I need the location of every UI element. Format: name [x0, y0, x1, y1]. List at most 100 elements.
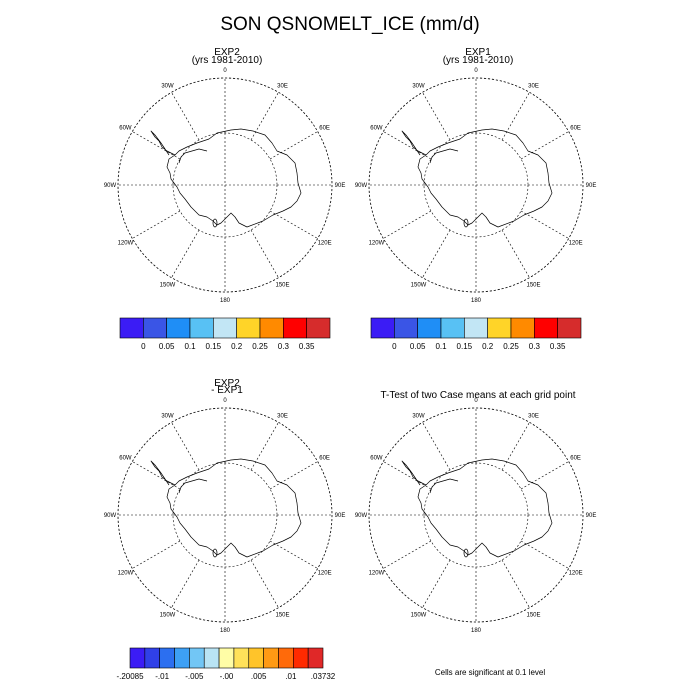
- colorbar-swatch: [263, 647, 279, 669]
- colorbar-swatch: [440, 317, 465, 339]
- colorbar-swatch: [283, 317, 307, 339]
- longitude-label: 30W: [161, 413, 174, 419]
- longitude-label: 90E: [335, 183, 346, 189]
- map-panel-exp2: EXP2 (yrs 1981-2010) 0 30E 60E 90E 120E 150E 1…: [104, 45, 346, 345]
- colorbar-swatch: [464, 317, 488, 339]
- colorbar-swatch: [394, 317, 418, 339]
- colorbar-label: .005: [251, 672, 267, 681]
- colorbar-label: 0.3: [529, 342, 541, 351]
- colorbar-swatch: [203, 647, 220, 669]
- longitude-label: 90W: [104, 183, 117, 189]
- colorbar-swatch: [143, 317, 167, 339]
- longitude-label: 120W: [118, 241, 134, 247]
- antarctic-peninsula-coastline: [150, 130, 176, 156]
- longitude-label: 90E: [586, 183, 597, 189]
- meridian-line: [501, 92, 530, 141]
- colorbar-difference: -.20085 -.01 -.005 -.00 .005 .01 .03732: [116, 647, 336, 681]
- meridian-line: [383, 540, 432, 569]
- longitude-label: 90W: [355, 513, 368, 519]
- meridian-line: [250, 422, 279, 471]
- longitude-label: 150W: [411, 613, 427, 619]
- meridian-line: [269, 210, 318, 239]
- longitude-label: 180: [220, 628, 231, 634]
- meridian-line: [520, 540, 569, 569]
- colorbar-swatch: [233, 647, 250, 669]
- longitude-label: 180: [471, 628, 482, 634]
- colorbar-swatch: [510, 317, 535, 339]
- meridian-grid: [118, 408, 332, 622]
- antarctica-coastline: [166, 128, 302, 228]
- colorbar-swatch: [278, 647, 294, 669]
- polar-map: 0 30E 60E 90E 120E 150E 180 150W 120W 90W 60W 30W: [104, 398, 346, 634]
- colorbar-label: 0.25: [503, 342, 519, 351]
- colorbar-swatch: [144, 647, 160, 669]
- map-boundary-circle: [117, 77, 333, 293]
- antarctic-peninsula-coastline: [150, 460, 176, 486]
- longitude-label: 60W: [119, 456, 132, 462]
- longitude-label: 0: [223, 398, 227, 404]
- colorbar-swatch: [213, 317, 237, 339]
- colorbar-label: 0.1: [184, 342, 196, 351]
- meridian-line: [132, 540, 181, 569]
- map-boundary-circle: [368, 407, 584, 623]
- colorbar-label: 0.35: [299, 342, 315, 351]
- meridian-line: [501, 559, 530, 608]
- colorbar-label: 0: [392, 342, 397, 351]
- map-boundary-circle: [368, 77, 584, 293]
- ice-shelf-edge: [178, 478, 208, 494]
- longitude-label: 120E: [569, 241, 583, 247]
- colorbar-label: 0.1: [435, 342, 447, 351]
- meridian-grid: [118, 78, 332, 292]
- colorbar-label: 0.2: [482, 342, 494, 351]
- colorbar-label: 0.2: [231, 342, 243, 351]
- longitude-label: 90E: [586, 513, 597, 519]
- longitude-label: 60E: [570, 456, 581, 462]
- meridian-line: [171, 92, 200, 141]
- colorbar-label: 0: [141, 342, 146, 351]
- meridian-line: [132, 210, 181, 239]
- page-title: SON QSNOMELT_ICE (mm/d): [220, 14, 480, 35]
- longitude-label: 30W: [412, 413, 425, 419]
- colorbar-swatch: [129, 647, 146, 669]
- colorbar-label: -.01: [155, 672, 169, 681]
- colorbar-label: 0.3: [278, 342, 290, 351]
- polar-map: 0 30E 60E 90E 120E 150E 180 150W 120W 90W 60W 30W: [104, 68, 346, 304]
- colorbar-swatch: [417, 317, 442, 339]
- longitude-label: 120E: [569, 571, 583, 577]
- significance-footnote: Cells are significant at 0.1 level: [434, 668, 546, 677]
- longitude-label: 30E: [277, 83, 288, 89]
- longitude-label: 60E: [319, 456, 330, 462]
- colorbar-label: 0.35: [550, 342, 566, 351]
- antarctica-coastline: [417, 128, 553, 228]
- longitude-label: 150E: [526, 613, 540, 619]
- colorbar-swatch: [218, 647, 235, 669]
- longitude-label: 120E: [318, 241, 332, 247]
- antarctica-coastline: [417, 458, 553, 558]
- colorbar-swatch: [189, 317, 214, 339]
- colorbar-swatch: [159, 647, 175, 669]
- longitude-label: 150E: [275, 283, 289, 289]
- longitude-label: 120W: [369, 241, 385, 247]
- colorbar-label: -.00: [220, 672, 234, 681]
- antarctic-peninsula-coastline: [401, 460, 427, 486]
- longitude-label: 90W: [104, 513, 117, 519]
- colorbar-swatch: [293, 647, 309, 669]
- ice-shelf-edge: [429, 148, 459, 164]
- longitude-label: 30E: [528, 413, 539, 419]
- longitude-label: 60E: [570, 126, 581, 132]
- map-panel-ttest: T-Test of two Case means at each grid po…: [355, 375, 597, 675]
- longitude-label: 0: [223, 68, 227, 74]
- panel-title-line1: EXP1: [465, 47, 491, 58]
- meridian-grid: [369, 408, 583, 622]
- colorbar-swatch: [259, 317, 284, 339]
- colorbar-label: 0.05: [410, 342, 426, 351]
- colorbar-swatch: [119, 317, 144, 339]
- meridian-line: [520, 461, 569, 490]
- longitude-label: 150W: [411, 283, 427, 289]
- panel-title-line1: EXP2: [214, 378, 240, 389]
- panel-title-line2: (yrs 1981-2010): [442, 55, 514, 66]
- colorbar-label: .01: [285, 672, 297, 681]
- meridian-line: [250, 559, 279, 608]
- antarctica-coastline: [166, 458, 302, 558]
- meridian-line: [132, 131, 181, 160]
